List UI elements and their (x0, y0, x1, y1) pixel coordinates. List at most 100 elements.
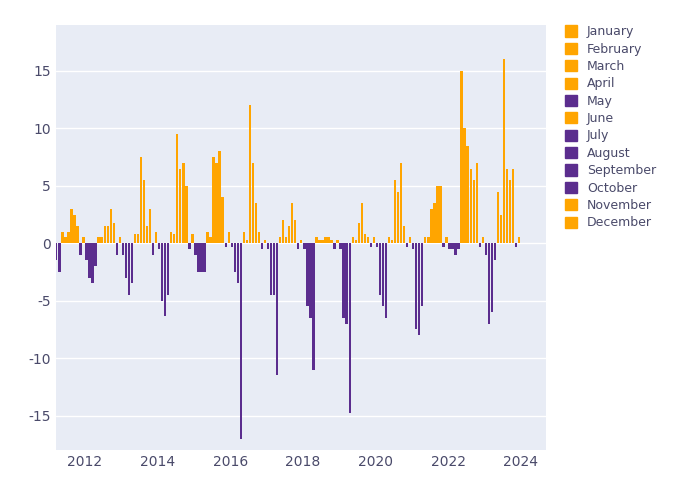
Bar (43, 243, 46, 260)
Bar (285, 238, 288, 243)
Bar (282, 220, 284, 243)
Bar (394, 180, 396, 243)
Bar (186, 186, 188, 243)
Bar (315, 238, 318, 243)
Bar (330, 240, 332, 243)
Bar (506, 168, 508, 243)
Bar (466, 146, 469, 243)
Bar (221, 198, 224, 243)
Bar (433, 203, 435, 243)
Bar (197, 243, 199, 272)
Bar (376, 243, 378, 246)
Bar (182, 163, 185, 243)
Bar (246, 240, 248, 243)
Bar (497, 192, 499, 243)
Bar (116, 243, 118, 254)
Bar (67, 232, 69, 243)
Bar (104, 226, 106, 243)
Bar (479, 243, 481, 246)
Bar (188, 243, 190, 249)
Bar (461, 71, 463, 243)
Bar (200, 243, 203, 272)
Bar (161, 243, 163, 300)
Bar (195, 243, 197, 254)
Bar (397, 192, 399, 243)
Bar (475, 163, 478, 243)
Bar (270, 243, 272, 295)
Bar (321, 240, 323, 243)
Bar (40, 163, 43, 243)
Bar (470, 168, 472, 243)
Bar (424, 238, 426, 243)
Bar (406, 243, 408, 246)
Bar (70, 209, 73, 243)
Bar (306, 243, 309, 306)
Bar (300, 240, 302, 243)
Bar (106, 226, 109, 243)
Bar (134, 234, 136, 243)
Bar (388, 238, 390, 243)
Bar (52, 243, 55, 266)
Bar (55, 243, 57, 260)
Bar (421, 243, 424, 306)
Bar (110, 209, 112, 243)
Bar (37, 152, 39, 243)
Bar (46, 238, 48, 243)
Bar (155, 232, 158, 243)
Bar (94, 243, 97, 266)
Bar (203, 243, 206, 272)
Bar (191, 234, 194, 243)
Bar (252, 163, 254, 243)
Bar (342, 243, 345, 318)
Bar (442, 243, 444, 246)
Bar (127, 243, 130, 295)
Bar (122, 243, 124, 254)
Bar (258, 232, 260, 243)
Bar (230, 243, 233, 246)
Bar (279, 238, 281, 243)
Bar (74, 214, 76, 243)
Bar (34, 122, 36, 243)
Bar (149, 209, 151, 243)
Bar (473, 180, 475, 243)
Bar (152, 243, 154, 254)
Bar (340, 243, 342, 249)
Bar (358, 222, 360, 243)
Bar (367, 238, 369, 243)
Legend: January, February, March, April, May, June, July, August, September, October, No: January, February, March, April, May, Ju… (562, 22, 659, 232)
Bar (125, 243, 127, 278)
Bar (445, 238, 448, 243)
Bar (243, 232, 245, 243)
Bar (276, 243, 279, 376)
Bar (64, 238, 67, 243)
Bar (454, 243, 456, 254)
Bar (328, 238, 330, 243)
Bar (170, 232, 172, 243)
Bar (297, 243, 300, 249)
Bar (255, 203, 257, 243)
Bar (97, 238, 100, 243)
Bar (248, 106, 251, 243)
Bar (131, 243, 133, 284)
Bar (372, 238, 375, 243)
Bar (76, 226, 78, 243)
Bar (409, 238, 412, 243)
Bar (370, 243, 372, 246)
Bar (346, 243, 348, 324)
Bar (143, 180, 145, 243)
Bar (264, 240, 266, 243)
Bar (333, 243, 336, 249)
Bar (385, 243, 387, 318)
Bar (509, 180, 511, 243)
Bar (391, 240, 393, 243)
Bar (85, 243, 88, 260)
Bar (216, 163, 218, 243)
Bar (430, 209, 433, 243)
Bar (382, 243, 384, 306)
Bar (140, 157, 142, 243)
Bar (239, 243, 242, 438)
Bar (261, 243, 263, 249)
Bar (225, 243, 227, 246)
Bar (484, 243, 487, 254)
Bar (440, 186, 442, 243)
